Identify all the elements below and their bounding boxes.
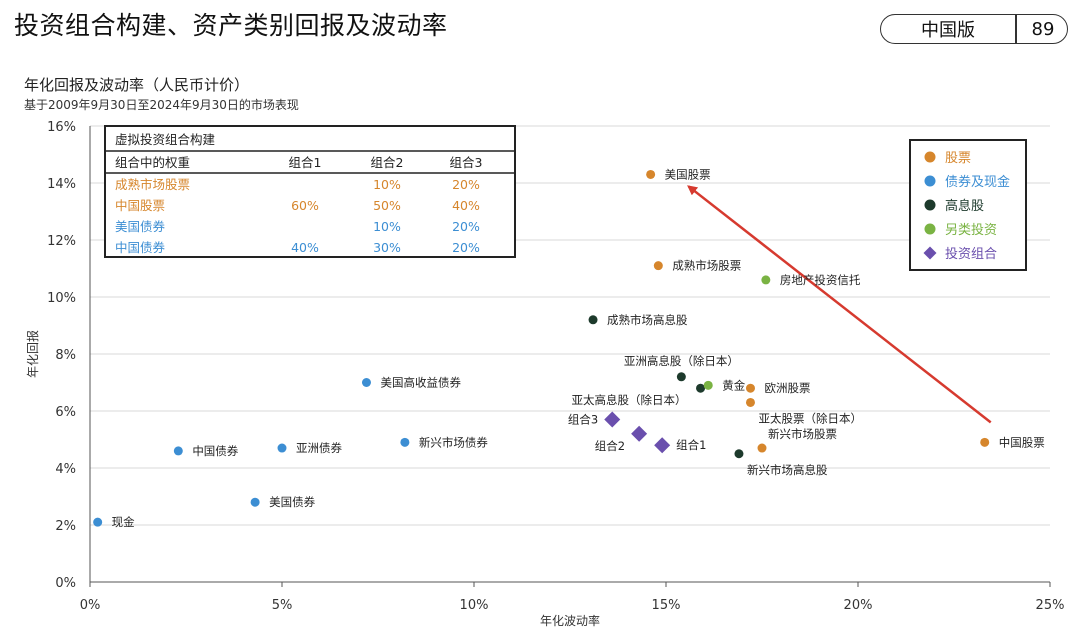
inset-table-cell: 20% xyxy=(452,240,480,255)
point-label: 新兴市场高息股 xyxy=(747,463,828,477)
legend-marker xyxy=(924,151,936,163)
legend-marker xyxy=(924,223,936,235)
data-point xyxy=(361,378,371,387)
inset-table-cell: 20% xyxy=(452,219,480,234)
inset-table-cell: 50% xyxy=(373,198,401,213)
inset-table-header: 组合中的权重 xyxy=(115,155,190,170)
data-point xyxy=(761,275,771,285)
x-tick-label: 5% xyxy=(272,598,293,613)
portfolio-point xyxy=(654,437,671,454)
y-tick-label: 14% xyxy=(47,177,76,192)
y-tick-label: 8% xyxy=(55,348,76,363)
legend-label: 股票 xyxy=(945,151,971,166)
data-point xyxy=(980,437,990,447)
data-point xyxy=(676,372,686,382)
point-label: 亚洲债券 xyxy=(296,441,342,455)
inset-table-cell: 40% xyxy=(452,198,480,213)
y-tick-label: 10% xyxy=(47,291,76,306)
y-tick-label: 12% xyxy=(47,234,76,249)
page-title: 投资组合构建、资产类别回报及波动率 xyxy=(14,11,448,40)
legend-marker xyxy=(924,199,936,211)
point-label: 组合2 xyxy=(595,439,625,453)
point-label: 美国债券 xyxy=(269,495,315,509)
point-label: 黄金 xyxy=(722,378,745,392)
edition-label: 中国版 xyxy=(921,20,975,41)
data-point xyxy=(277,443,287,453)
inset-table-cell: 20% xyxy=(452,177,480,192)
page-number: 89 xyxy=(1031,18,1055,40)
data-point xyxy=(250,497,260,507)
portfolio-point xyxy=(604,411,621,428)
legend-label: 另类投资 xyxy=(945,222,997,238)
inset-table-row-label: 中国债券 xyxy=(115,240,166,255)
legend-label: 债券及现金 xyxy=(945,174,1010,190)
point-label: 亚太高息股（除日本） xyxy=(572,393,687,407)
data-point xyxy=(745,397,755,407)
edition-divider xyxy=(1015,15,1017,43)
legend-marker xyxy=(923,246,937,260)
legend-marker xyxy=(924,175,936,187)
chart-title: 年化回报及波动率（人民币计价） xyxy=(24,76,250,94)
point-label: 成熟市场高息股 xyxy=(607,313,688,327)
point-label: 组合1 xyxy=(676,438,706,452)
y-tick-label: 2% xyxy=(55,519,76,534)
portfolio-point xyxy=(631,425,648,442)
y-axis-label: 年化回报 xyxy=(25,330,40,378)
data-point xyxy=(173,446,183,456)
chart-subtitle: 基于2009年9月30日至2024年9月30日的市场表现 xyxy=(24,98,299,112)
x-axis-label: 年化波动率 xyxy=(540,613,600,628)
inset-table-header: 组合3 xyxy=(450,155,483,170)
inset-table-cell: 30% xyxy=(373,240,401,255)
data-point xyxy=(757,443,767,453)
inset-table-cell: 10% xyxy=(373,177,401,192)
y-tick-label: 16% xyxy=(47,120,76,135)
point-label: 亚洲高息股（除日本） xyxy=(624,354,739,368)
inset-table-cell: 60% xyxy=(291,198,319,213)
point-label: 中国股票 xyxy=(999,435,1045,449)
data-point xyxy=(646,169,656,179)
inset-table-cell: 40% xyxy=(291,240,319,255)
data-point xyxy=(93,517,103,527)
legend-label: 高息股 xyxy=(945,198,984,214)
inset-table-row-label: 美国债券 xyxy=(115,219,166,234)
x-tick-label: 25% xyxy=(1036,598,1065,613)
point-label: 房地产投资信托 xyxy=(780,273,861,287)
inset-table-cell: 10% xyxy=(373,219,401,234)
y-tick-label: 6% xyxy=(55,405,76,420)
x-tick-label: 0% xyxy=(80,598,101,613)
data-point xyxy=(400,437,410,447)
point-label: 新兴市场股票 xyxy=(768,427,837,441)
inset-table-row-label: 中国股票 xyxy=(115,198,165,213)
point-label: 欧洲股票 xyxy=(764,381,810,395)
point-label: 美国股票 xyxy=(665,167,711,181)
point-label: 亚太股票（除日本） xyxy=(758,411,862,425)
point-label: 现金 xyxy=(112,515,135,529)
point-label: 成熟市场股票 xyxy=(672,259,741,273)
x-tick-label: 20% xyxy=(844,598,873,613)
inset-table-box xyxy=(104,125,516,258)
highlight-arrow xyxy=(687,185,992,424)
legend-label: 投资组合 xyxy=(945,246,997,262)
data-point xyxy=(588,315,598,325)
point-label: 美国高收益债券 xyxy=(380,376,461,390)
data-point xyxy=(734,449,744,459)
x-tick-label: 15% xyxy=(652,598,681,613)
point-label: 新兴市场债券 xyxy=(419,435,488,449)
inset-table-row-label: 成熟市场股票 xyxy=(115,177,190,192)
data-point xyxy=(703,380,713,390)
y-tick-label: 0% xyxy=(55,576,76,591)
point-label: 组合3 xyxy=(568,413,598,427)
inset-table-header: 组合2 xyxy=(371,155,404,170)
data-point xyxy=(745,383,755,393)
data-point xyxy=(653,261,663,271)
inset-table-header: 组合1 xyxy=(289,155,322,170)
inset-table-title: 虚拟投资组合构建 xyxy=(115,132,216,147)
y-tick-label: 4% xyxy=(55,462,76,477)
point-label: 中国债券 xyxy=(192,444,238,458)
edition-badge: 中国版 89 xyxy=(880,14,1068,44)
data-point xyxy=(696,383,706,393)
x-tick-label: 10% xyxy=(460,598,489,613)
